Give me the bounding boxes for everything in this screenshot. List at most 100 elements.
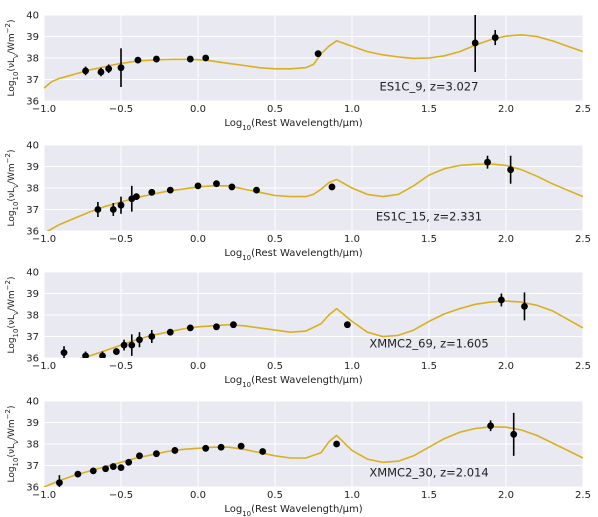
data-point [166, 186, 174, 194]
x-tick-label: 2.0 [498, 104, 514, 115]
source-annotation: ES1C_15, z=2.331 [376, 209, 482, 223]
data-point [148, 188, 156, 196]
data-point [230, 321, 237, 329]
y-tick-label: 38 [26, 184, 39, 195]
x-tick-label: −0.5 [109, 361, 133, 372]
y-tick-label: 36 [26, 97, 39, 108]
data-point [328, 183, 336, 191]
data-point [60, 349, 68, 357]
x-tick-label: 0.5 [267, 234, 283, 245]
x-tick-label: 0.0 [190, 104, 206, 115]
data-point [99, 352, 106, 358]
y-tick-label: 38 [26, 311, 39, 322]
y-tick-label: 37 [26, 205, 39, 216]
data-point [109, 206, 117, 213]
x-tick-label: −1.0 [32, 234, 56, 245]
x-tick-label: 1.0 [344, 361, 360, 372]
sed-panel-2: −1.0 −0.5 0.0 0.5 1.0 1.5 2.0 2.5 36 37 38 39 40 Log1… [4, 141, 591, 263]
data-point [153, 450, 160, 458]
data-point [112, 348, 120, 355]
x-tick-label: 0.5 [267, 361, 283, 372]
y-tick-label: 38 [26, 54, 39, 65]
data-point [237, 442, 245, 450]
sed-panel-1: −1.0 −0.5 0.0 0.5 1.0 1.5 2.0 2.5 36 37 38 39 40 Log1… [4, 11, 591, 133]
x-tick-label: 2.0 [498, 490, 514, 501]
x-tick-label: −0.5 [109, 104, 133, 115]
data-point [82, 67, 89, 75]
data-point [56, 479, 63, 487]
data-point [109, 463, 117, 470]
data-point [213, 323, 220, 331]
source-annotation: ES1C_9, z=3.027 [380, 79, 479, 93]
x-tick-label: 2.0 [498, 234, 514, 245]
y-tick-label: 38 [26, 440, 39, 451]
data-point [186, 55, 194, 63]
data-point [253, 186, 260, 194]
data-point [343, 321, 351, 329]
y-tick-label: 39 [26, 32, 39, 43]
y-tick-label: 40 [26, 141, 39, 152]
data-point [471, 39, 479, 47]
x-tick-label: 1.0 [344, 234, 360, 245]
data-point [134, 56, 142, 64]
x-tick-label: 2.5 [575, 361, 591, 372]
data-point [82, 352, 89, 358]
x-tick-label: 2.0 [498, 361, 514, 372]
x-tick-label: 0.0 [190, 490, 206, 501]
data-point [94, 206, 102, 213]
data-point [120, 341, 128, 349]
data-point [136, 452, 143, 460]
x-tick-label: 1.0 [344, 490, 360, 501]
plot-content [60, 292, 583, 358]
plot-content [44, 412, 583, 487]
x-tick-label: −0.5 [109, 490, 133, 501]
y-tick-label: 39 [26, 162, 39, 173]
y-tick-label: 40 [26, 11, 39, 22]
data-point [186, 324, 194, 332]
data-point [333, 440, 340, 448]
x-axis-label: Log10(Rest Wavelength/μm) [224, 375, 362, 389]
x-tick-label: 0.5 [267, 490, 283, 501]
y-tick-label: 40 [26, 268, 39, 279]
y-tick-label: 39 [26, 418, 39, 429]
data-point [117, 201, 125, 209]
y-tick-label: 37 [26, 461, 39, 472]
y-tick-label: 39 [26, 289, 39, 300]
data-point [521, 303, 528, 310]
x-tick-label: −1.0 [32, 490, 56, 501]
x-axis-label: Log10(Rest Wavelength/μm) [224, 248, 362, 262]
data-point [105, 65, 113, 73]
data-point [507, 166, 515, 174]
data-point [202, 444, 210, 452]
x-tick-label: 1.5 [421, 104, 437, 115]
data-point [228, 183, 236, 191]
y-tick-label: 36 [26, 483, 39, 494]
data-point [484, 158, 491, 166]
data-point [89, 467, 97, 475]
plot-content [46, 155, 583, 231]
data-point [166, 328, 174, 336]
y-tick-label: 37 [26, 332, 39, 343]
x-tick-label: −1.0 [32, 104, 56, 115]
data-point [102, 465, 109, 473]
data-point [117, 64, 125, 72]
x-tick-label: 2.5 [575, 234, 591, 245]
data-point [497, 296, 505, 304]
y-tick-label: 40 [26, 397, 39, 408]
data-point [171, 447, 179, 454]
x-tick-label: 2.5 [575, 490, 591, 501]
data-point [487, 422, 494, 430]
data-point [259, 448, 267, 455]
y-tick-label: 36 [26, 354, 39, 365]
plot-content [44, 15, 583, 89]
data-point [97, 68, 105, 76]
x-tick-label: 1.5 [421, 234, 437, 245]
x-tick-label: −1.0 [32, 361, 56, 372]
data-point [133, 193, 140, 201]
x-tick-label: 0.0 [190, 361, 206, 372]
y-axis-label: Log10(νLν/Wm−2) [4, 276, 20, 353]
data-point [213, 180, 220, 188]
data-point [128, 341, 136, 349]
x-tick-label: 2.5 [575, 104, 591, 115]
